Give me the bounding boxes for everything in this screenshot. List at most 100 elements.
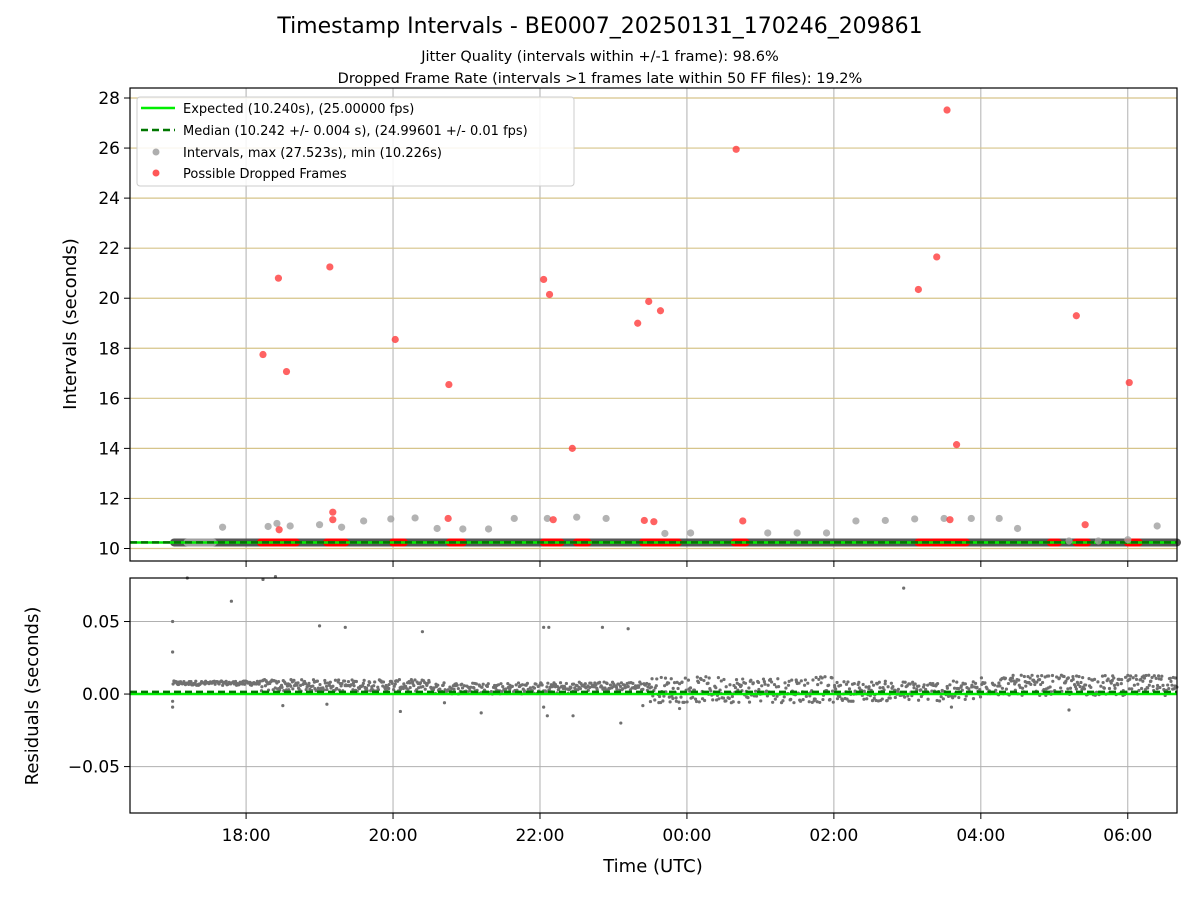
residual-point [361, 681, 365, 686]
residual-point [814, 675, 818, 680]
residual-point [688, 686, 693, 690]
residual-point [449, 686, 454, 691]
residual-point [922, 683, 926, 687]
x-axis-tick-label: 22:00 [515, 826, 564, 846]
intervals-panel: 10 12 14 16 18 20 22 24 26 28 Intervals (seconds) [60, 87, 1181, 567]
interval-point [273, 519, 281, 528]
residual-outlier-point [171, 699, 175, 703]
residual-point [948, 683, 952, 687]
residual-point [671, 696, 675, 701]
residual-point [621, 687, 625, 691]
residual-point [276, 679, 281, 684]
residual-point [1099, 684, 1103, 688]
residuals-y-axis-label: Residuals (seconds) [22, 607, 43, 786]
interval-point [793, 529, 801, 537]
residual-point [743, 681, 748, 685]
residual-point [983, 681, 987, 685]
residual-point [1107, 686, 1112, 691]
residual-outlier-point [171, 705, 175, 709]
residual-point [1156, 674, 1161, 678]
interval-point [360, 517, 368, 525]
residual-point [578, 687, 583, 691]
residual-point [870, 698, 875, 703]
residual-point [930, 689, 934, 693]
residual-point [1033, 682, 1037, 687]
residual-point [1057, 676, 1061, 680]
residual-outlier-point [281, 704, 285, 708]
dropped-frame-point [1081, 521, 1089, 529]
dropped-frame-point [329, 508, 337, 516]
chart-title: Timestamp Intervals - BE0007_20250131_17… [277, 14, 923, 39]
residual-point [828, 697, 832, 702]
residual-point [757, 687, 761, 692]
residual-point [1096, 680, 1100, 684]
residual-point [349, 683, 353, 687]
residual-point [847, 687, 852, 691]
residual-point [663, 684, 667, 688]
interval-point [543, 514, 551, 523]
residual-point [787, 679, 791, 683]
residual-point [1040, 674, 1044, 678]
residual-point [871, 683, 876, 687]
residual-outlier-point [273, 574, 278, 579]
residual-point [397, 677, 402, 682]
residual-point [352, 684, 356, 688]
residual-point [888, 696, 892, 700]
residual-point [716, 676, 721, 680]
residual-point [602, 680, 606, 684]
residual-point [867, 685, 871, 689]
residual-point [510, 684, 514, 688]
residual-point [1080, 687, 1084, 692]
residual-point [694, 699, 699, 704]
residual-outlier-point [600, 625, 605, 629]
x-axis-tick-label: 02:00 [809, 826, 858, 846]
interval-point [286, 522, 294, 530]
residual-point [1004, 687, 1009, 691]
interval-point [338, 523, 346, 531]
residual-point [1112, 676, 1116, 680]
legend-dropped-label: Possible Dropped Frames [183, 167, 347, 182]
residual-point [783, 681, 787, 685]
residual-point [782, 695, 786, 699]
residual-point [674, 696, 678, 700]
residual-point [978, 695, 983, 699]
residual-point [260, 685, 264, 689]
intervals-gridlines [130, 88, 1177, 561]
residual-point [1074, 687, 1078, 691]
dropped-frame-point [650, 518, 658, 526]
residual-point [695, 675, 699, 679]
residual-point [1066, 687, 1070, 691]
residual-point [1032, 679, 1036, 684]
residual-point [952, 686, 957, 690]
residual-point [939, 695, 943, 699]
residual-point [1137, 688, 1141, 693]
residual-point [569, 685, 573, 690]
residual-point [387, 686, 391, 691]
residual-point [311, 684, 315, 688]
residual-point [680, 680, 684, 684]
residual-point [1139, 686, 1144, 691]
residual-point [817, 677, 821, 682]
residual-outlier-point [479, 711, 483, 715]
residual-point [667, 681, 671, 685]
residual-point [801, 697, 805, 702]
dropped-frame-point [568, 444, 576, 452]
residual-point [291, 687, 295, 691]
residual-point [857, 680, 861, 684]
residual-point [1084, 683, 1088, 687]
dropped-frame-point [732, 145, 740, 153]
residual-point [663, 676, 668, 680]
residuals-y-tick-label: 0.00 [82, 685, 120, 705]
residual-point [737, 700, 741, 704]
residual-point [941, 697, 945, 701]
residual-point [1051, 679, 1055, 683]
residual-point [436, 683, 440, 687]
residuals-axes: −0.05 0.00 0.05 18:00 20:00 22:00 00:00 02:00 04… [68, 613, 1152, 846]
residual-point [853, 689, 857, 693]
residual-point [1151, 684, 1155, 689]
residual-point [608, 683, 613, 687]
residual-point [877, 680, 881, 684]
x-axis-tick-label: 04:00 [956, 826, 1005, 846]
residual-point [598, 680, 602, 684]
legend-median-label: Median (10.242 +/- 0.004 s), (24.99601 +… [183, 124, 528, 139]
